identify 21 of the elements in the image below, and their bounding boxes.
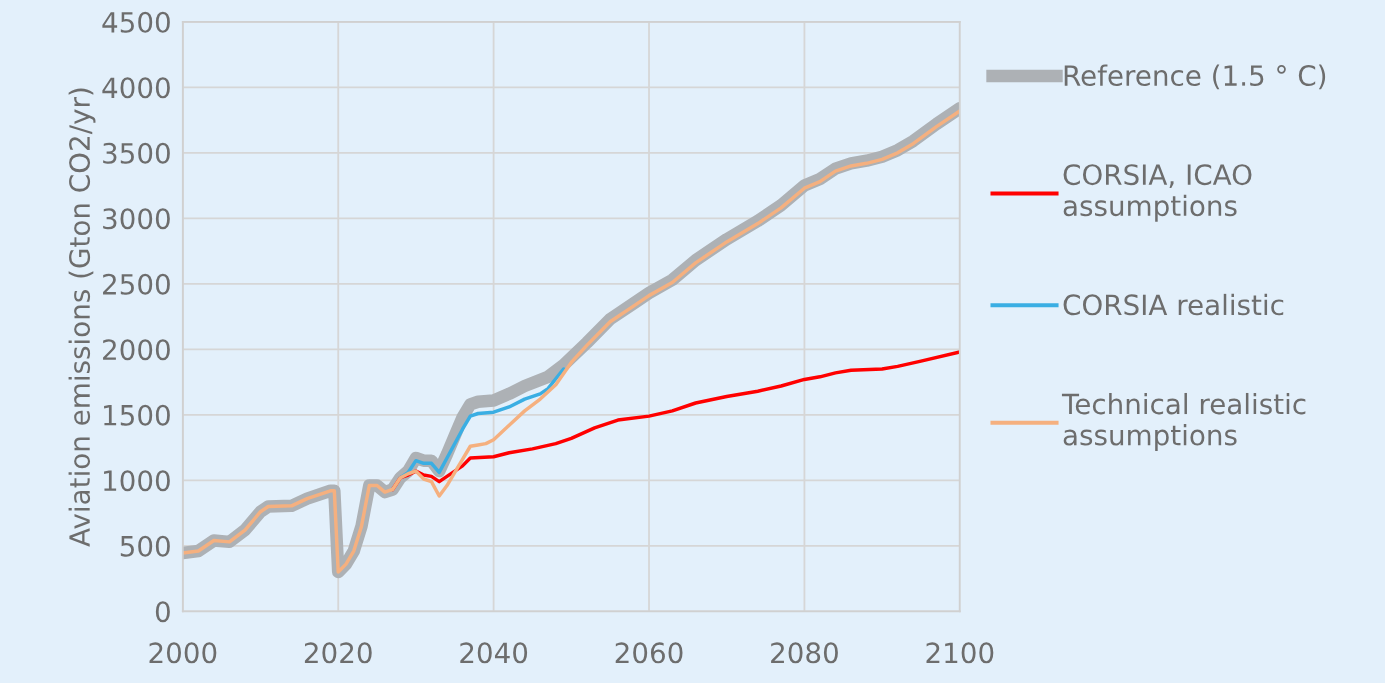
y-tick-label: 1000 bbox=[104, 470, 170, 492]
x-tick-label: 2100 bbox=[926, 642, 994, 664]
x-tick-label: 2060 bbox=[615, 642, 683, 664]
x-tick-label: 2040 bbox=[460, 642, 528, 664]
y-tick-label: 2000 bbox=[103, 339, 170, 361]
x-tick-label: 2020 bbox=[304, 642, 372, 664]
y-tick-label: 3000 bbox=[103, 208, 170, 230]
y-tick-label: 1500 bbox=[104, 404, 170, 426]
legend-label: CORSIA, ICAO assumptions bbox=[1063, 164, 1252, 222]
y-tick-label: 0 bbox=[155, 601, 170, 623]
y-tick-label: 500 bbox=[120, 535, 170, 557]
y-tick-label: 3500 bbox=[103, 142, 170, 164]
x-tick-label: 2080 bbox=[771, 642, 838, 664]
y-tick-label: 2500 bbox=[103, 273, 170, 295]
legend-label: Technical realistic assumptions bbox=[1061, 392, 1306, 451]
legend-label: Reference (1.5 ° C) bbox=[1064, 64, 1326, 90]
y-tick-label: 4000 bbox=[102, 77, 170, 99]
y-axis-title: Aviation emissions (Gton CO2/yr) bbox=[68, 88, 96, 547]
legend-label: CORSIA realistic bbox=[1063, 293, 1284, 316]
x-tick-label: 2000 bbox=[149, 642, 217, 664]
y-tick-label: 4500 bbox=[102, 11, 170, 33]
